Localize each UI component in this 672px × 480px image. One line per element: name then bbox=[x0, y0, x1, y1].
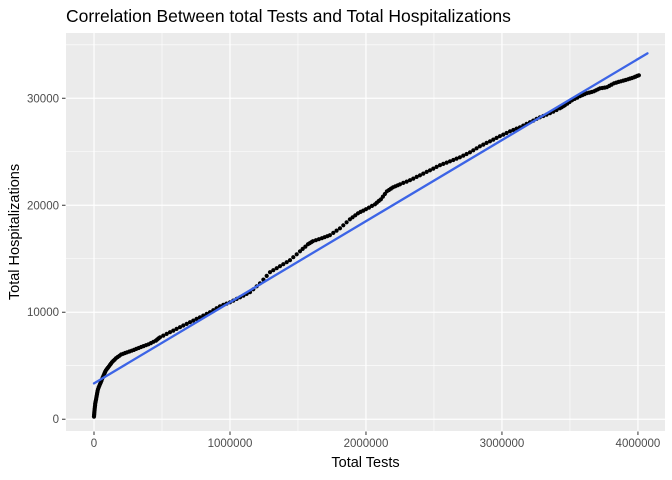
data-point bbox=[461, 153, 466, 158]
data-point bbox=[491, 137, 496, 142]
data-point bbox=[187, 320, 193, 325]
data-point bbox=[271, 268, 276, 273]
data-point bbox=[337, 226, 343, 231]
trend-line bbox=[92, 52, 649, 385]
data-point bbox=[501, 132, 506, 137]
data-point bbox=[184, 321, 189, 326]
data-point bbox=[334, 228, 339, 233]
data-point bbox=[464, 151, 469, 157]
data-point bbox=[507, 129, 513, 134]
data-point bbox=[167, 330, 173, 335]
data-point bbox=[444, 160, 449, 165]
data-point bbox=[414, 174, 419, 179]
data-point bbox=[511, 127, 516, 133]
data-point bbox=[331, 230, 336, 235]
data-point bbox=[277, 264, 283, 269]
y-tick-label: 20000 bbox=[27, 200, 59, 212]
data-point bbox=[281, 262, 286, 267]
data-point bbox=[477, 144, 482, 149]
y-tick-label: 30000 bbox=[27, 93, 59, 105]
data-point bbox=[297, 249, 303, 254]
data-point bbox=[457, 155, 462, 160]
data-point bbox=[454, 156, 459, 161]
data-point bbox=[291, 255, 296, 260]
data-point bbox=[171, 328, 176, 333]
data-point bbox=[411, 176, 416, 181]
data-point bbox=[397, 182, 403, 187]
data-point bbox=[427, 168, 433, 173]
plot-title: Correlation Between total Tests and Tota… bbox=[66, 6, 511, 26]
x-tick-label: 0 bbox=[91, 438, 97, 450]
data-point bbox=[424, 169, 429, 174]
data-point bbox=[447, 159, 453, 164]
data-point bbox=[194, 316, 199, 321]
data-point bbox=[484, 140, 489, 145]
data-point bbox=[481, 142, 486, 147]
data-point bbox=[441, 161, 446, 166]
data-point bbox=[161, 333, 166, 338]
data-point bbox=[504, 130, 509, 136]
x-tick-label: 3000000 bbox=[480, 438, 525, 450]
x-axis-title: Total Tests bbox=[331, 455, 400, 471]
x-tick-label: 4000000 bbox=[616, 438, 661, 450]
data-point bbox=[177, 325, 183, 330]
x-tick-label: 2000000 bbox=[344, 438, 389, 450]
data-point bbox=[471, 148, 476, 153]
data-point bbox=[264, 273, 269, 278]
data-point bbox=[284, 260, 289, 265]
y-axis-title: Total Hospitalizations bbox=[7, 163, 23, 301]
data-point bbox=[497, 134, 502, 139]
data-point bbox=[164, 331, 169, 336]
data-point bbox=[341, 223, 346, 228]
data-point bbox=[421, 171, 426, 176]
data-point bbox=[407, 178, 413, 183]
data-point bbox=[487, 139, 493, 144]
y-tick-label: 10000 bbox=[27, 307, 59, 319]
data-point bbox=[174, 326, 179, 331]
data-point bbox=[467, 150, 473, 155]
data-point bbox=[274, 266, 279, 271]
x-tick-label: 1000000 bbox=[208, 438, 253, 450]
data-point bbox=[157, 335, 163, 340]
data-point bbox=[327, 233, 332, 238]
data-point bbox=[417, 173, 423, 178]
data-point bbox=[294, 252, 299, 257]
data-point bbox=[431, 166, 436, 171]
data-point bbox=[267, 270, 273, 275]
data-point bbox=[344, 220, 349, 225]
data-point bbox=[434, 164, 439, 169]
data-point bbox=[287, 258, 293, 263]
data-point bbox=[401, 180, 406, 185]
data-point bbox=[404, 179, 409, 184]
data-point bbox=[437, 163, 443, 168]
data-point bbox=[494, 135, 499, 140]
y-tick-label: 0 bbox=[53, 414, 59, 426]
data-point bbox=[181, 323, 186, 328]
data-point bbox=[451, 157, 456, 163]
data-point bbox=[474, 146, 479, 151]
data-point bbox=[636, 73, 642, 78]
data-point bbox=[191, 318, 196, 323]
